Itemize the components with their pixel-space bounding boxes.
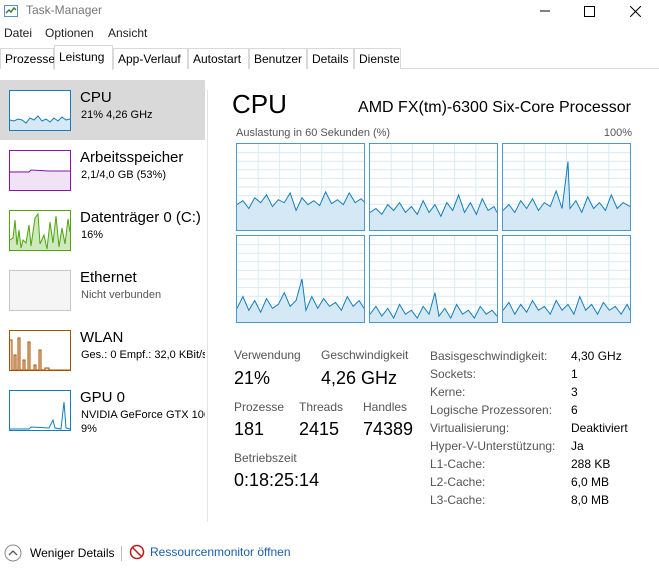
resource-monitor-icon	[129, 544, 145, 560]
detail-value: 6	[571, 403, 578, 417]
detail-key: L3-Cache:	[430, 493, 486, 507]
tab-bar: Prozesse Leistung App-Verlauf Autostart …	[0, 45, 659, 70]
footer-bar: Weniger Details Ressourcenmonitor öffnen	[0, 540, 659, 566]
maximize-button[interactable]	[566, 0, 612, 22]
detail-value: 3	[571, 385, 578, 399]
close-button[interactable]	[612, 0, 658, 22]
tab-details[interactable]: Details	[307, 48, 354, 69]
sidebar-item-cpu[interactable]: CPU 21% 4,26 GHz	[0, 80, 205, 140]
tab-benutzer[interactable]: Benutzer	[249, 48, 307, 69]
sidebar-item-disk[interactable]: Datenträger 0 (C:) 16%	[0, 200, 205, 260]
sidebar-item-title: GPU 0	[80, 389, 126, 406]
page-title: CPU	[232, 89, 287, 119]
detail-value: 288 KB	[571, 457, 611, 471]
fewer-details-label: Weniger Details	[30, 546, 115, 560]
prozesse-label: Prozesse	[234, 400, 285, 414]
detail-key: Logische Prozessoren:	[430, 403, 553, 417]
sidebar-item-subtitle: 21% 4,26 GHz	[81, 109, 153, 121]
sidebar-item-subtitle: 16%	[81, 229, 104, 241]
menu-optionen[interactable]: Optionen	[45, 26, 94, 40]
task-manager-icon	[4, 5, 18, 17]
handles-value: 74389	[363, 419, 414, 439]
core-graph-4	[236, 235, 365, 323]
title-bar: Task-Manager	[0, 0, 659, 22]
detail-value: Ja	[571, 439, 584, 453]
sidebar-item-subtitle: NVIDIA GeForce GTX 1060	[81, 409, 205, 421]
threads-label: Threads	[299, 400, 344, 414]
core-graph-6	[502, 235, 631, 323]
sidebar-item-gpu[interactable]: GPU 0 NVIDIA GeForce GTX 1060 9%	[0, 380, 205, 440]
tab-app-verlauf[interactable]: App-Verlauf	[113, 48, 188, 69]
core-graphs	[236, 143, 632, 324]
tab-dienste[interactable]: Dienste	[354, 48, 401, 69]
sidebar-item-title: Arbeitsspeicher	[80, 149, 184, 166]
wlan-thumbnail-graph	[9, 330, 71, 371]
fewer-details-button[interactable]: Weniger Details	[4, 544, 114, 562]
sidebar-item-subtitle-2: 9%	[81, 423, 97, 435]
gpu-thumbnail-graph	[9, 390, 71, 431]
resource-monitor-link[interactable]: Ressourcenmonitor öffnen	[129, 544, 291, 560]
core-graph-2	[369, 143, 498, 231]
geschwindigkeit-label: Geschwindigkeit	[321, 348, 409, 362]
sidebar-item-subtitle: 2,1/4,0 GB (53%)	[81, 169, 166, 181]
maximize-icon	[583, 5, 595, 17]
detail-value: Deaktiviert	[571, 421, 628, 435]
sidebar-item-wlan[interactable]: WLAN Ges.: 0 Empf.: 32,0 KBit/s	[0, 320, 205, 380]
handles-label: Handles	[363, 400, 408, 414]
detail-value: 1	[571, 367, 578, 381]
cpu-model-name: AMD FX(tm)-6300 Six-Core Processor	[358, 99, 631, 116]
minimize-button[interactable]	[522, 0, 568, 22]
resource-monitor-label: Ressourcenmonitor öffnen	[150, 545, 291, 559]
cpu-thumbnail-graph	[9, 90, 71, 131]
footer-separator	[121, 546, 122, 561]
tab-prozesse[interactable]: Prozesse	[0, 48, 55, 69]
menu-ansicht[interactable]: Ansicht	[108, 26, 148, 40]
prozesse-value: 181	[234, 419, 265, 439]
verwendung-label: Verwendung	[234, 348, 301, 362]
core-graph-5	[369, 235, 498, 323]
tab-leistung[interactable]: Leistung	[54, 45, 113, 70]
threads-value: 2415	[299, 419, 340, 439]
sidebar-item-subtitle: Ges.: 0 Empf.: 32,0 KBit/s	[81, 349, 205, 361]
graph-label: Auslastung in 60 Sekunden (%)	[236, 127, 391, 139]
sidebar-item-title: WLAN	[80, 329, 124, 346]
tab-autostart[interactable]: Autostart	[188, 48, 249, 69]
betriebszeit-label: Betriebszeit	[234, 451, 297, 465]
detail-key: Basisgeschwindigkeit:	[430, 349, 548, 363]
sidebar-divider	[207, 90, 208, 522]
minimize-icon	[540, 10, 550, 12]
detail-value: 4,30 GHz	[571, 349, 622, 363]
chevron-up-circle-icon	[4, 544, 22, 562]
window-title: Task-Manager	[26, 3, 103, 17]
sidebar-item-ethernet[interactable]: Ethernet Nicht verbunden	[0, 260, 205, 320]
detail-key: Virtualisierung:	[430, 421, 510, 435]
detail-key: Kerne:	[430, 385, 466, 399]
sidebar-item-title: CPU	[80, 89, 112, 106]
graph-max-label: 100%	[603, 127, 632, 139]
memory-thumbnail-graph	[9, 150, 71, 191]
detail-value: 6,0 MB	[571, 475, 610, 489]
sidebar-item-memory[interactable]: Arbeitsspeicher 2,1/4,0 GB (53%)	[0, 140, 205, 200]
sidebar-item-title: Datenträger 0 (C:)	[80, 209, 201, 226]
close-icon	[629, 5, 641, 17]
disk-thumbnail-graph	[9, 210, 71, 251]
cpu-detail-panel: CPU AMD FX(tm)-6300 Six-Core Processor A…	[210, 80, 659, 530]
betriebszeit-value: 0:18:25:14	[234, 470, 320, 490]
core-graph-1	[236, 143, 365, 231]
menu-datei[interactable]: Datei	[4, 26, 33, 40]
sidebar-item-title: Ethernet	[80, 269, 137, 286]
ethernet-thumbnail-graph	[9, 270, 71, 311]
detail-key: Sockets:	[430, 367, 477, 381]
verwendung-value: 21%	[234, 368, 271, 388]
detail-key: L2-Cache:	[430, 475, 486, 489]
detail-key: Hyper-V-Unterstützung:	[430, 439, 556, 453]
sidebar-item-subtitle: Nicht verbunden	[81, 289, 162, 301]
detail-value: 8,0 MB	[571, 493, 610, 507]
core-graph-3	[502, 143, 631, 231]
detail-key: L1-Cache:	[430, 457, 486, 471]
geschwindigkeit-value: 4,26 GHz	[321, 368, 398, 388]
resource-sidebar: CPU 21% 4,26 GHz Arbeitsspeicher 2,1/4,0…	[0, 80, 205, 530]
